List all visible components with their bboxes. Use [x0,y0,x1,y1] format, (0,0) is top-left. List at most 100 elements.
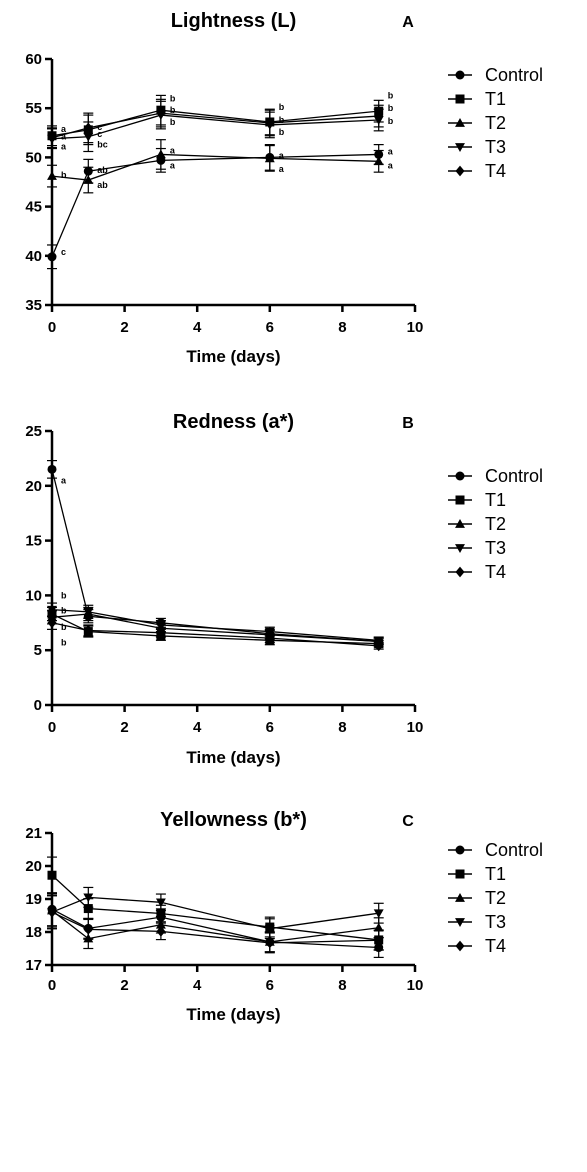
legend-marker-triangle-up [455,118,465,127]
panel-letter: C [402,813,414,830]
series-control [47,892,384,959]
data-point-triangle-up [83,175,94,184]
x-tick-label: 6 [266,719,274,736]
x-tick-label: 0 [48,977,56,994]
significance-letter: b [170,105,176,115]
legend-marker-triangle-down [455,143,465,152]
legend-item-t1: T1 [448,89,506,109]
data-point-triangle-up [47,171,57,180]
significance-letter: ab [97,180,108,190]
legend-marker-square [455,869,465,879]
y-tick-label: 21 [25,825,42,842]
y-tick-label: 17 [25,957,42,974]
significance-letter: b [61,622,67,632]
x-tick-label: 10 [407,319,424,336]
y-tick-label: 60 [25,51,42,68]
significance-letter: b [279,102,285,112]
significance-letter: a [388,146,394,156]
significance-letter: a [170,146,176,156]
y-tick-label: 25 [25,423,42,440]
data-point-diamond [374,934,384,946]
significance-letter: b [61,590,67,600]
x-axis-label: Time (days) [186,748,280,767]
series-t3 [47,886,384,940]
legend-marker-square [455,94,465,104]
significance-letter: c [61,247,66,257]
panel-letter: B [402,415,414,432]
data-point-circle [47,464,57,474]
series-t2 [47,893,384,953]
significance-letter: c [97,122,102,132]
series-t4 [47,895,384,954]
data-point-diamond [265,632,275,644]
legend-item-t3: T3 [448,137,506,157]
data-point-diamond [47,617,57,629]
legend-marker-circle [455,70,465,80]
x-axis-label: Time (days) [186,347,280,366]
series-line [51,622,379,647]
y-tick-label: 20 [25,478,42,495]
legend-label: T1 [485,490,506,510]
x-tick-label: 4 [193,719,202,736]
data-point-triangle-down [264,924,275,934]
series-line [51,896,379,930]
legend-marker-circle [455,845,465,855]
y-tick-label: 19 [25,891,42,908]
legend-label: T4 [485,562,506,582]
data-point-circle [47,252,57,262]
legend-label: Control [485,466,543,486]
data-point-square [156,909,166,919]
significance-letter: bc [97,140,108,150]
y-tick-label: 18 [25,924,42,941]
data-point-diamond [156,925,166,937]
legend-item-t4: T4 [448,936,506,956]
legend-item-t4: T4 [448,562,506,582]
data-point-square [47,870,57,880]
x-tick-label: 2 [120,319,128,336]
y-tick-label: 10 [25,587,42,604]
legend-label: Control [485,65,543,85]
significance-letter: b [388,103,394,113]
data-point-triangle-down [264,627,275,637]
significance-letter: ab [97,165,108,175]
series-t4 [47,615,384,652]
data-point-diamond [47,906,57,918]
significance-letter: a [61,142,67,152]
data-point-triangle-up [155,149,166,159]
legend-marker-triangle-down [455,544,465,553]
x-tick-label: 2 [120,719,128,736]
chart-panel-c: Yellowness (b*) C 17 18 19 20 21 0 2 4 6 8 10 Time (d… [25,809,543,1024]
significance-letter: b [279,127,285,137]
chart-panel-b: Redness (a*) B 0 5 10 15 20 25 0 2 4 6 8 10 Time (days… [25,411,543,767]
significance-letter: b [388,116,394,126]
data-point-triangle-down [83,608,94,617]
significance-letter: a [61,132,67,142]
significance-letter: b [61,638,67,648]
data-point-diamond [83,625,93,636]
series-line [51,911,379,944]
legend-label: T3 [485,137,506,157]
significance-letter: a [170,160,176,170]
significance-letter: b [170,117,176,127]
legend-item-t2: T2 [448,514,506,534]
x-tick-label: 8 [338,977,346,994]
x-tick-label: 10 [407,719,424,736]
chart-title: Redness (a*) [173,411,294,433]
data-point-triangle-down [83,893,94,903]
legend-label: T4 [485,161,506,181]
data-point-triangle-up [264,153,275,163]
y-tick-label: 45 [25,199,42,216]
chart-panel-a: Lightness (L) A 35 40 45 50 55 60 0 2 4 6 8 10 Time (d… [25,10,543,366]
significance-letter: b [279,115,285,125]
legend-item-t3: T3 [448,538,506,558]
legend-item-t4: T4 [448,161,506,181]
data-point-triangle-up [373,922,384,932]
legend-item-t1: T1 [448,490,506,510]
data-point-diamond [374,110,384,122]
legend-marker-triangle-up [455,519,465,528]
legend-marker-circle [455,471,465,481]
data-point-diamond [83,923,93,935]
legend-item-t2: T2 [448,113,506,133]
